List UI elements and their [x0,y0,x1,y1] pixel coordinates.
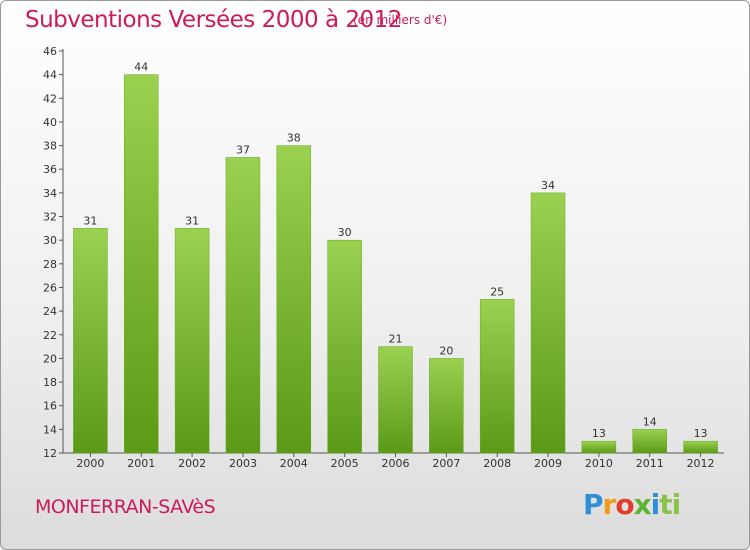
data-label: 21 [389,333,403,346]
y-tick-label: 44 [43,69,57,82]
data-label: 37 [236,143,250,156]
x-tick-label: 2007 [432,457,460,470]
y-tick-label: 12 [43,447,57,460]
data-label: 14 [643,415,657,428]
bar-2004 [276,145,312,454]
y-tick-label: 40 [43,116,57,129]
chart-bars: 31 44 31 37 38 30 21 20 25 34 13 14 13 [73,61,718,454]
data-label: 13 [592,427,606,440]
logo-letter: r [602,488,617,521]
data-label: 25 [490,285,504,298]
y-tick-label: 24 [43,305,57,318]
x-tick-label: 2004 [280,457,308,470]
y-tick-label: 28 [43,258,57,271]
logo-letter: ti [659,488,681,521]
chart-axes: 12 14 16 18 20 22 24 26 28 30 32 34 36 38 40 42 44 46 2000… [43,45,724,470]
bar-2007 [429,358,464,454]
data-label: 20 [439,344,453,357]
bar-2010 [581,440,617,454]
bar-2001 [124,74,159,454]
y-tick-label: 30 [43,234,57,247]
bar-2003 [225,157,261,454]
x-tick-label: 2008 [483,457,511,470]
logo-letter: i [650,488,661,521]
y-tick-label: 16 [43,400,57,413]
chart-subtitle: (en milliers d'€) [353,13,448,27]
logo-letter: P [583,488,604,521]
x-tick-label: 2012 [687,457,715,470]
y-tick-label: 22 [43,329,57,342]
x-tick-label: 2001 [127,457,155,470]
data-label: 31 [185,214,199,227]
y-tick-label: 46 [43,45,57,58]
proxiti-logo[interactable]: Proxiti [583,488,681,521]
bar-2006 [378,346,413,454]
data-label: 44 [134,61,148,74]
x-tick-label: 2006 [382,457,410,470]
logo-letter: x [633,488,652,521]
y-tick-label: 26 [43,281,57,294]
bar-2005 [327,239,362,454]
data-label: 38 [287,132,301,145]
y-tick-label: 32 [43,211,57,224]
x-tick-label: 2005 [331,457,359,470]
chart-title: Subventions Versées 2000 à 2012 [25,7,402,33]
x-tick-label: 2009 [534,457,562,470]
data-label: 31 [83,214,97,227]
x-tick-label: 2002 [178,457,206,470]
data-label: 34 [541,179,555,192]
bar-2008 [479,299,515,454]
x-tick-label: 2000 [76,457,104,470]
bar-2000 [73,228,108,454]
y-tick-label: 36 [43,163,57,176]
y-tick-label: 38 [43,140,57,153]
y-tick-label: 14 [43,423,57,436]
bar-2011 [632,429,667,454]
data-label: 13 [694,427,708,440]
y-tick-label: 20 [43,352,57,365]
y-tick-label: 34 [43,187,57,200]
bar-2002 [174,228,210,454]
y-tick-label: 42 [43,92,57,105]
commune-name: MONFERRAN-SAVèS [35,496,216,518]
bar-2009 [530,192,566,454]
data-label: 30 [338,226,352,239]
y-tick-label: 18 [43,376,57,389]
x-tick-label: 2003 [229,457,257,470]
x-tick-label: 2010 [585,457,613,470]
bar-2012 [683,440,718,454]
x-tick-label: 2011 [636,457,664,470]
logo-letter: o [615,488,634,521]
